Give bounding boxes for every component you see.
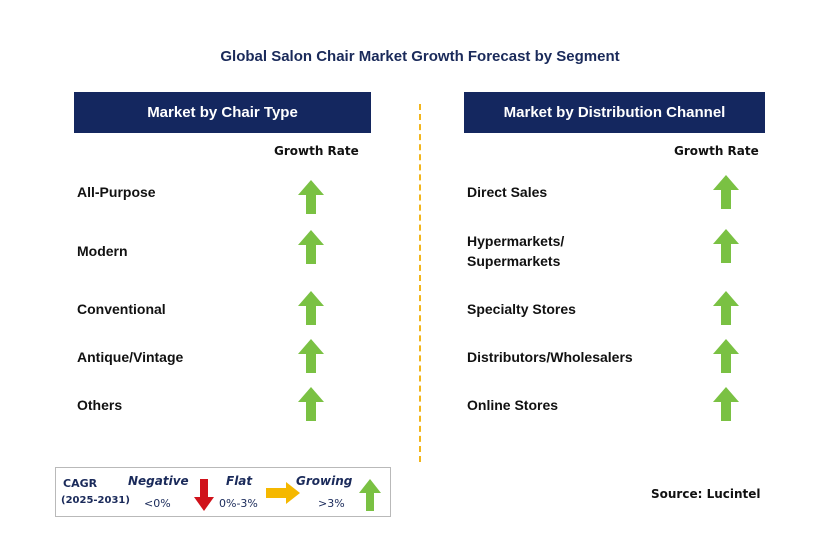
negative-arrow-icon: [194, 479, 214, 511]
legend-growing-range: >3%: [318, 497, 345, 510]
row-label-antique-vintage: Antique/Vintage: [77, 349, 184, 365]
legend-negative-label: Negative: [128, 474, 189, 488]
growing-arrow-icon: [713, 291, 739, 325]
source-note: Source: Lucintel: [651, 487, 761, 501]
growing-arrow-icon: [298, 291, 324, 325]
row-label-others: Others: [77, 397, 123, 413]
growth-rate-header-left: Growth Rate: [274, 144, 359, 158]
row-label-online-stores: Online Stores: [467, 397, 559, 413]
growing-arrow-icon: [298, 339, 324, 373]
growing-arrow-icon: [298, 230, 324, 264]
growing-arrow-icon: [359, 479, 381, 511]
flat-arrow-icon: [266, 482, 300, 504]
row-label-conventional: Conventional: [77, 301, 166, 317]
row-label-hypermarkets: Hypermarkets/: [467, 233, 565, 249]
growing-arrow-icon: [713, 339, 739, 373]
legend-negative-range: <0%: [144, 497, 171, 510]
growing-arrow-icon: [713, 387, 739, 421]
row-label-all-purpose: All-Purpose: [77, 184, 156, 200]
row-label-direct-sales: Direct Sales: [467, 184, 548, 200]
legend-flat-range: 0%-3%: [219, 497, 258, 510]
cagr-legend: CAGR (2025-2031) Negative <0% Flat 0%-3%…: [55, 467, 391, 517]
legend-flat-label: Flat: [226, 474, 253, 488]
panel-divider: [419, 104, 421, 462]
growing-arrow-icon: [713, 175, 739, 209]
chart-title: Global Salon Chair Market Growth Forecas…: [220, 48, 620, 65]
growing-arrow-icon: [298, 387, 324, 421]
chair-type-header: Market by Chair Type: [74, 92, 371, 133]
growing-arrow-icon: [298, 180, 324, 214]
legend-cagr-label: CAGR: [63, 477, 98, 490]
row-label-supermarkets: Supermarkets: [467, 253, 561, 269]
growth-rate-header-right: Growth Rate: [674, 144, 759, 158]
row-label-specialty-stores: Specialty Stores: [467, 301, 576, 317]
distribution-channel-header: Market by Distribution Channel: [464, 92, 765, 133]
row-label-modern: Modern: [77, 243, 128, 259]
legend-growing-label: Growing: [296, 474, 353, 488]
growing-arrow-icon: [713, 229, 739, 263]
row-label-distributors-wholesalers: Distributors/Wholesalers: [467, 349, 633, 365]
legend-period: (2025-2031): [61, 495, 130, 506]
